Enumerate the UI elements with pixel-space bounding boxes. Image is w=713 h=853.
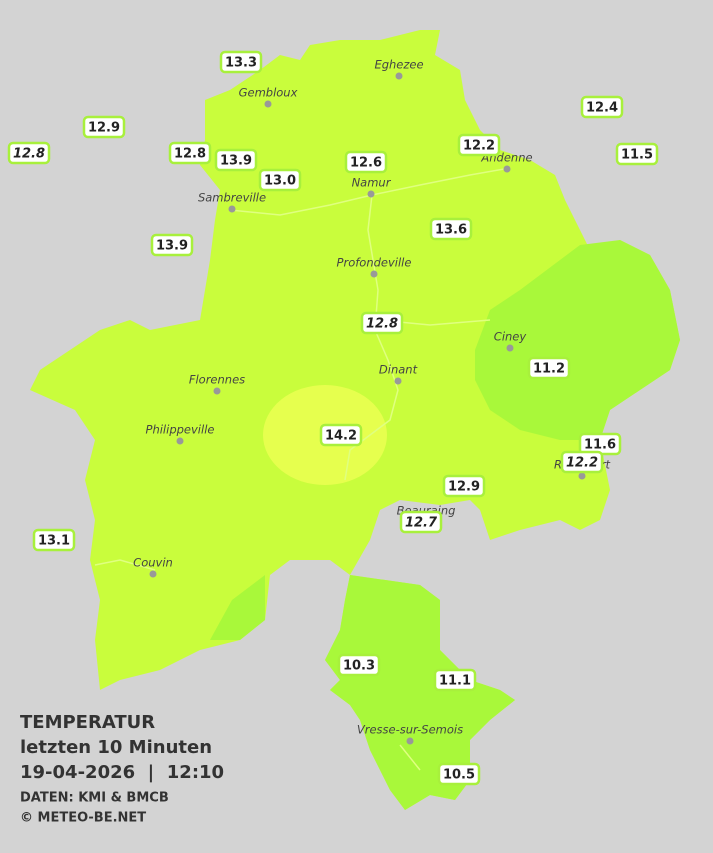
station-value: 12.8 <box>366 317 398 332</box>
station-box <box>32 528 76 552</box>
city-label: Gembloux <box>239 86 298 100</box>
station-value: 13.0 <box>264 174 296 189</box>
station-value: 11.2 <box>533 362 565 377</box>
station-box <box>580 95 624 119</box>
city-label: Sambreville <box>198 191 266 205</box>
city-label: Ciney <box>494 330 527 344</box>
station-value: 12.2 <box>566 456 598 471</box>
city-label: Philippeville <box>146 423 215 437</box>
station-value: 10.5 <box>443 768 475 783</box>
station-value: 12.4 <box>586 101 618 116</box>
title-line: letzten 10 Minuten <box>20 737 212 758</box>
station-box <box>337 653 381 677</box>
station-value: 12.2 <box>463 139 495 154</box>
title-line: 19-04-2026 | 12:10 <box>20 762 224 783</box>
station-value: 12.9 <box>448 480 480 495</box>
station-value: 13.9 <box>220 154 252 169</box>
city-dot <box>228 205 236 213</box>
city-dot <box>370 270 378 278</box>
station-box <box>527 356 571 380</box>
station-value: 11.5 <box>621 148 653 163</box>
city-label: Profondeville <box>337 256 412 270</box>
city-label: Eghezee <box>374 58 423 72</box>
city-dot <box>213 387 221 395</box>
station-box <box>457 133 501 157</box>
station-box <box>442 474 486 498</box>
city-dot <box>149 570 157 578</box>
city-dot <box>503 165 511 173</box>
title-line: TEMPERATUR <box>20 712 155 733</box>
station-value: 14.2 <box>325 429 357 444</box>
station-box <box>344 150 388 174</box>
city-dot <box>395 72 403 80</box>
city-dot <box>264 100 272 108</box>
station-box <box>319 423 363 447</box>
station-box <box>433 668 477 692</box>
station-value: 13.3 <box>225 56 257 71</box>
city-dot <box>578 472 586 480</box>
cool-zone-southwest <box>210 575 265 640</box>
station-value: 12.7 <box>405 516 438 531</box>
station-box <box>7 141 51 165</box>
cool-zone-south <box>325 575 515 810</box>
station-value: 13.9 <box>156 239 188 254</box>
station-box <box>214 148 258 172</box>
station-value: 12.8 <box>174 147 206 162</box>
city-dot <box>176 437 184 445</box>
city-dot <box>406 737 414 745</box>
city-label: Couvin <box>133 556 173 570</box>
city-dot <box>367 190 375 198</box>
station-value: 11.1 <box>439 674 471 689</box>
station-box <box>360 311 404 335</box>
station-box <box>437 762 481 786</box>
city-dot <box>394 377 402 385</box>
station-box <box>615 142 659 166</box>
credit-line: DATEN: KMI & BMCB <box>20 791 169 806</box>
station-box <box>560 450 604 474</box>
station-value: 12.6 <box>350 156 382 171</box>
city-label: Florennes <box>189 373 245 387</box>
station-box <box>82 115 126 139</box>
station-box <box>399 510 443 534</box>
city-label: Vresse-sur-Semois <box>357 723 463 737</box>
station-value: 13.1 <box>38 534 70 549</box>
station-value: 12.8 <box>13 147 45 162</box>
station-box <box>258 168 302 192</box>
station-box <box>150 233 194 257</box>
station-value: 12.9 <box>88 121 120 136</box>
station-value: 11.6 <box>584 438 616 453</box>
city-label: Dinant <box>379 363 418 377</box>
station-box <box>168 141 212 165</box>
station-box <box>219 50 263 74</box>
city-label: Namur <box>352 176 392 190</box>
station-value: 10.3 <box>343 659 375 674</box>
credit-line: © METEO-BE.NET <box>20 811 146 826</box>
cool-zone-east <box>475 240 680 440</box>
station-value: 13.6 <box>435 223 467 238</box>
city-dot <box>506 344 514 352</box>
station-box <box>429 217 473 241</box>
